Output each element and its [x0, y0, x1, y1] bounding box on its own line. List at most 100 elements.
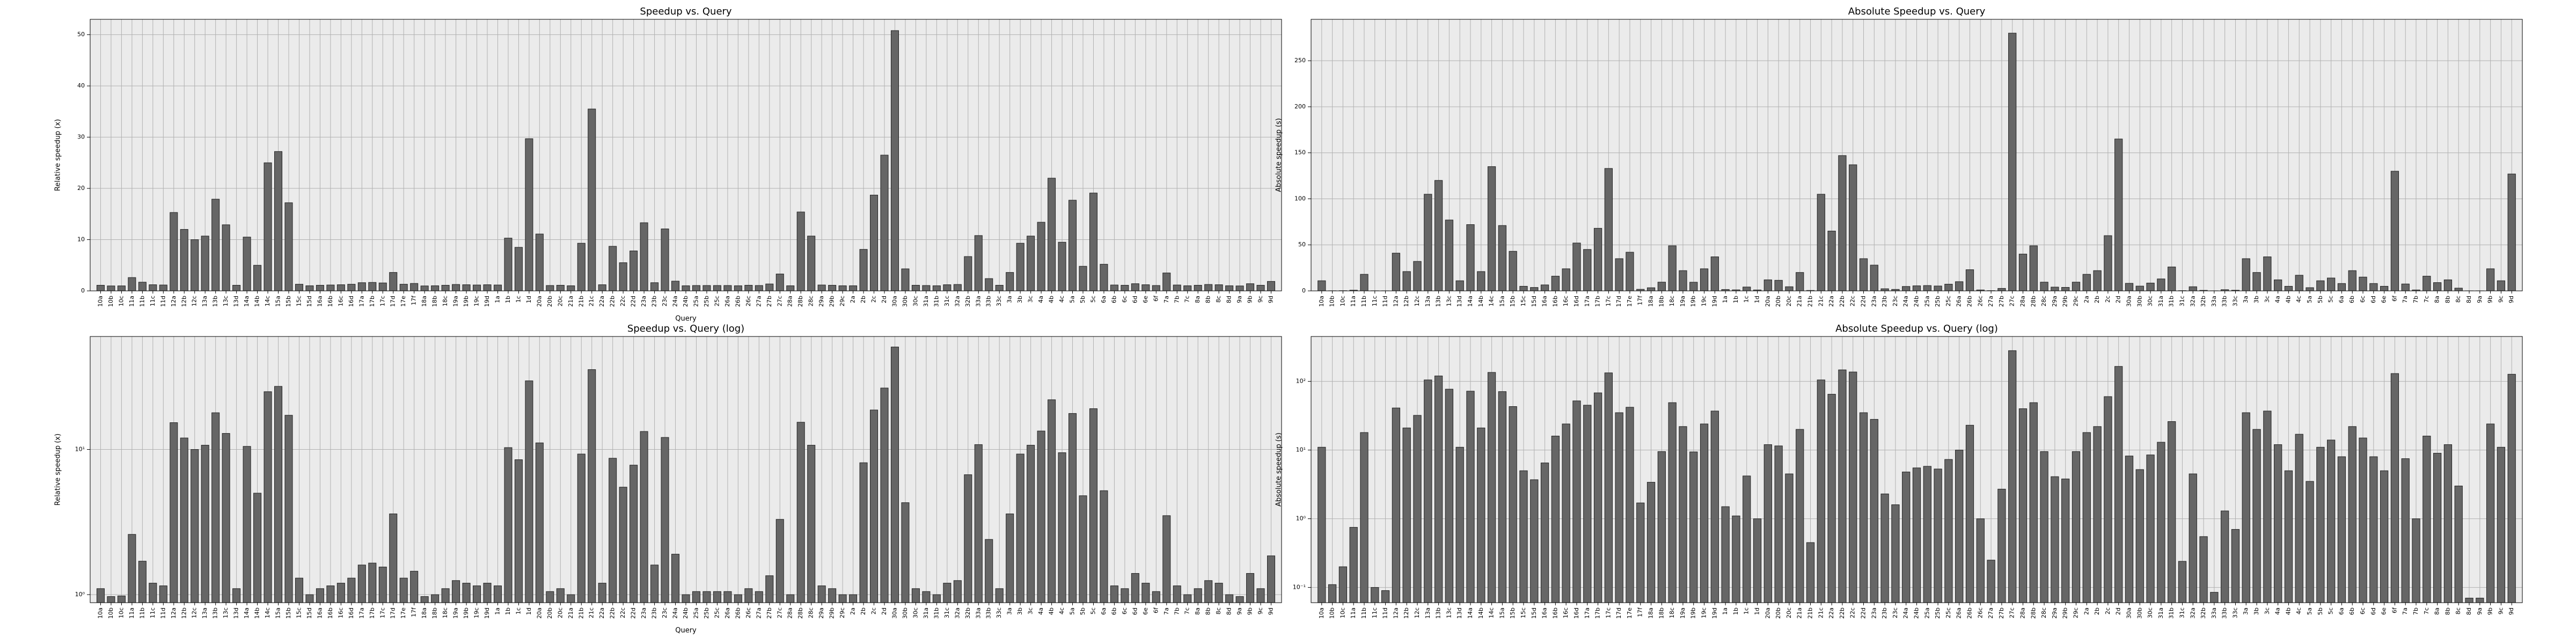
bar: [2497, 280, 2506, 291]
bar: [2125, 283, 2134, 291]
bar: [1902, 286, 1911, 291]
bar: [1636, 502, 1645, 603]
bar: [1048, 399, 1056, 603]
bar: [284, 415, 293, 603]
x-tick-label: 5c: [1089, 608, 1096, 614]
bar: [159, 586, 167, 603]
bar: [2157, 279, 2165, 291]
x-tick-label: 32a: [2189, 608, 2196, 619]
x-tick-label: 18c: [1668, 296, 1675, 306]
x-tick-label: 32b: [2200, 608, 2207, 619]
bar: [619, 487, 627, 603]
x-tick-label: 2b: [2094, 296, 2101, 303]
x-tick-label: 19d: [484, 296, 491, 307]
x-tick-label: 4b: [2285, 296, 2292, 303]
x-tick-label: 16c: [1562, 296, 1569, 306]
bar: [378, 282, 387, 291]
x-tick-label: 10c: [1339, 296, 1346, 306]
x-tick-label: 21a: [1796, 608, 1803, 619]
bar: [96, 588, 105, 603]
x-tick-label: 16a: [316, 296, 323, 307]
chart-title: Absolute Speedup vs. Query: [1848, 6, 1986, 17]
bar: [180, 229, 188, 291]
x-tick-label: 22b: [609, 608, 616, 619]
bar: [1955, 281, 1964, 291]
bar: [734, 594, 742, 603]
x-tick-label: 5a: [2306, 296, 2313, 303]
x-tick-label: 19b: [463, 608, 470, 619]
x-tick-label: 6b: [2348, 608, 2355, 615]
bar: [493, 586, 502, 603]
x-tick-label: 16b: [327, 296, 334, 307]
bar: [546, 591, 554, 603]
x-tick-label: 7a: [2402, 296, 2409, 303]
bar: [796, 211, 805, 291]
bar: [1235, 596, 1244, 603]
bar: [535, 442, 544, 603]
x-tick-label: 3a: [2242, 296, 2249, 303]
x-tick-label: 11b: [1360, 296, 1367, 307]
x-tick-label: 13d: [1456, 296, 1463, 307]
x-tick-label: 1d: [1754, 608, 1761, 615]
x-tick-label: 9b: [2487, 608, 2494, 615]
bar: [211, 412, 220, 603]
x-tick-label: 14a: [1467, 608, 1474, 619]
bar: [588, 369, 596, 603]
bar: [2327, 440, 2336, 603]
x-tick-label: 30c: [912, 608, 919, 618]
bar: [2231, 529, 2240, 603]
bar: [368, 562, 377, 603]
bar: [284, 202, 293, 291]
bar: [985, 539, 993, 603]
bar: [702, 591, 711, 603]
x-tick-label: 30b: [2136, 608, 2143, 619]
bar: [274, 386, 283, 603]
bar: [2316, 280, 2325, 291]
x-tick-label: 11a: [128, 608, 135, 619]
y-tick-label: 10⁻¹: [1293, 584, 1306, 591]
x-tick-label: 20a: [536, 608, 543, 619]
bar: [1360, 274, 1368, 291]
bar: [755, 591, 763, 603]
x-tick-label: 13c: [222, 608, 229, 618]
x-tick-label: 4c: [2295, 296, 2302, 303]
y-axis-label: Relative speedup (x): [54, 434, 62, 506]
bar: [2242, 258, 2250, 291]
bar: [1880, 493, 1889, 603]
y-tick-label: 10¹: [75, 445, 85, 452]
bar: [796, 422, 805, 603]
bar: [1246, 283, 1255, 291]
x-tick-label: 4a: [1037, 608, 1044, 615]
x-tick-label: 29b: [829, 608, 836, 619]
x-tick-label: 22b: [609, 296, 616, 307]
x-tick-label: 13d: [233, 608, 240, 619]
bar: [1100, 490, 1108, 603]
bar: [1194, 588, 1202, 603]
bar: [1774, 280, 1783, 291]
x-tick-label: 26b: [734, 608, 741, 619]
x-tick-label: 27a: [1987, 296, 1994, 307]
x-tick-label: 14c: [1488, 296, 1495, 306]
bar: [295, 577, 303, 603]
x-tick-label: 10c: [118, 608, 125, 618]
x-tick-label: 18a: [421, 296, 428, 307]
x-tick-label: 13a: [201, 608, 208, 619]
bar: [974, 235, 983, 291]
x-tick-label: 20b: [546, 608, 553, 619]
x-tick-label: 8b: [2444, 608, 2451, 615]
bar: [1785, 473, 1794, 603]
x-tick-label: 19a: [1679, 296, 1686, 307]
x-tick-label: 1a: [494, 608, 501, 615]
bar: [1891, 504, 1900, 603]
y-tick-label: 150: [1294, 149, 1306, 156]
bar: [1710, 257, 1719, 291]
bar: [1721, 506, 1730, 603]
y-tick-label: 40: [77, 82, 85, 89]
bar: [1912, 467, 1921, 603]
x-tick-label: 2d: [2115, 608, 2122, 615]
bar: [1732, 515, 1740, 603]
x-tick-label: 22a: [1828, 608, 1835, 619]
x-tick-label: 17f: [411, 295, 418, 305]
x-tick-label: 22c: [619, 296, 626, 306]
bar: [911, 588, 920, 603]
